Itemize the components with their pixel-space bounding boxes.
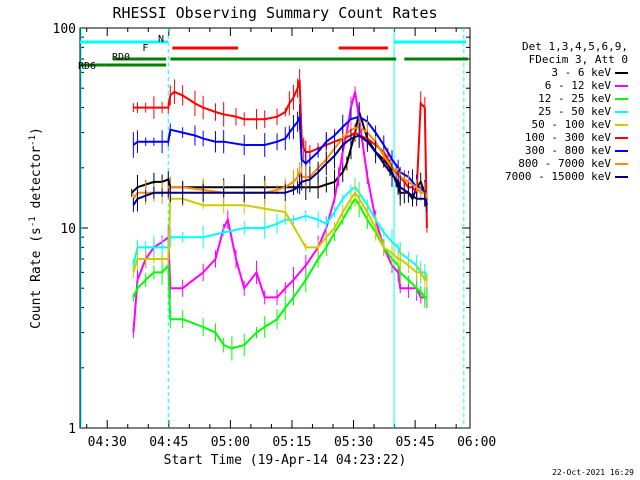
- legend-swatch: [615, 123, 628, 126]
- x-axis-label: Start Time (19-Apr-14 04:23:22): [164, 453, 407, 468]
- legend-label: 300 - 800 keV: [524, 144, 611, 157]
- y-axis-label-part: -1: [28, 216, 38, 227]
- x-tick-label: 05:00: [211, 435, 250, 450]
- rd6-label: RD6: [78, 61, 96, 72]
- legend-entry: 12 - 25 keV: [505, 92, 628, 105]
- legend-label: 12 - 25 keV: [538, 92, 611, 105]
- x-tick-label: 05:45: [396, 435, 435, 450]
- legend-label: 100 - 300 keV: [524, 131, 611, 144]
- legend-swatch: [615, 149, 628, 152]
- series-line: [133, 79, 428, 229]
- x-tick-label: 06:00: [457, 435, 496, 450]
- legend-entry: 25 - 50 keV: [505, 105, 628, 118]
- legend-label: 7000 - 15000 keV: [505, 170, 611, 183]
- flare-label: F: [142, 43, 148, 54]
- y-tick-label: 1: [68, 422, 76, 437]
- legend: Det 1,3,4,5,6,9, FDecim 3, Att 0 3 - 6 k…: [505, 40, 628, 183]
- legend-label: 25 - 50 keV: [538, 105, 611, 118]
- series-line: [132, 134, 428, 206]
- x-tick-label: 04:30: [88, 435, 127, 450]
- y-tick-label: 10: [60, 222, 76, 237]
- x-tick-label: 05:30: [334, 435, 373, 450]
- legend-swatch: [615, 110, 628, 113]
- legend-swatch: [615, 175, 628, 178]
- y-axis-label: Count Rate (s-1 detector-1): [28, 127, 44, 329]
- legend-entry: 7000 - 15000 keV: [505, 170, 628, 183]
- legend-swatch: [615, 136, 628, 139]
- legend-label: 800 - 7000 keV: [518, 157, 611, 170]
- legend-header-line-1: Det 1,3,4,5,6,9,: [522, 40, 628, 53]
- legend-entry: 300 - 800 keV: [505, 144, 628, 157]
- legend-label: 6 - 12 keV: [544, 79, 611, 92]
- legend-entry: 3 - 6 keV: [505, 66, 628, 79]
- series-line: [131, 111, 428, 206]
- chart-title: RHESSI Observing Summary Count Rates: [112, 4, 437, 22]
- legend-label: 50 - 100 keV: [531, 118, 611, 131]
- legend-swatch: [615, 84, 628, 87]
- legend-header-line-2: FDecim 3, Att 0: [528, 53, 628, 66]
- legend-swatch: [615, 162, 628, 165]
- legend-swatch: [615, 97, 628, 100]
- legend-entry: 800 - 7000 keV: [505, 157, 628, 170]
- y-axis-label-part: detector: [29, 146, 44, 217]
- legend-label: 3 - 6 keV: [551, 66, 611, 79]
- plot-frame: [79, 27, 471, 429]
- series-line: [132, 185, 428, 281]
- y-axis-label-part: -1: [28, 135, 38, 146]
- legend-entry: 6 - 12 keV: [505, 79, 628, 92]
- x-tick-label: 05:15: [272, 435, 311, 450]
- legend-swatch: [615, 71, 628, 74]
- y-tick-label: 100: [53, 22, 76, 37]
- date-stamp: 22-Oct-2021 16:29: [552, 468, 634, 477]
- y-axis-label-part: ): [29, 127, 44, 135]
- legend-entry: 50 - 100 keV: [505, 118, 628, 131]
- x-tick-label: 04:45: [149, 435, 188, 450]
- legend-entry: 100 - 300 keV: [505, 131, 628, 144]
- y-axis-label-part: Count Rate (s: [29, 227, 44, 329]
- rd0-label: RD0: [112, 52, 130, 63]
- night-label: N: [158, 34, 164, 45]
